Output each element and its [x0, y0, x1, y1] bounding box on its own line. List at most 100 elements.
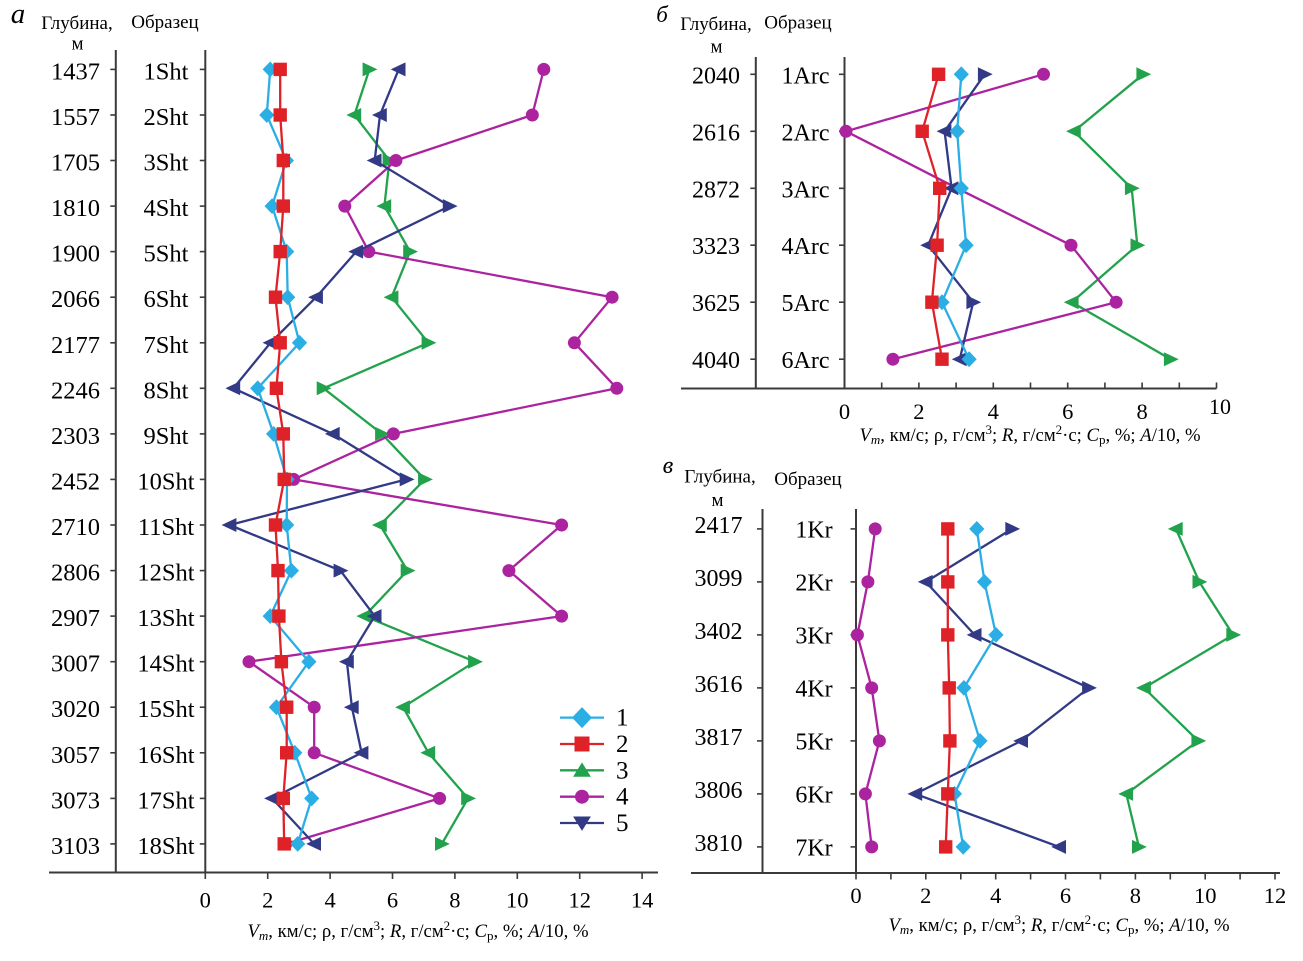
svg-text:3625: 3625 — [692, 291, 740, 317]
svg-text:1Arc: 1Arc — [782, 63, 830, 89]
svg-text:б: б — [656, 2, 669, 27]
svg-text:м: м — [710, 37, 722, 58]
svg-text:14Sht: 14Sht — [137, 651, 194, 678]
svg-text:4: 4 — [616, 784, 629, 811]
svg-text:6Arc: 6Arc — [782, 348, 830, 374]
svg-text:0: 0 — [839, 399, 850, 424]
svg-text:2616: 2616 — [692, 120, 740, 146]
svg-text:2: 2 — [616, 731, 629, 758]
svg-text:в: в — [663, 452, 674, 479]
svg-text:1810: 1810 — [51, 195, 100, 222]
svg-text:15Sht: 15Sht — [137, 696, 194, 723]
svg-text:2Kr: 2Kr — [795, 570, 832, 596]
svg-text:1: 1 — [616, 705, 629, 732]
svg-text:5Kr: 5Kr — [795, 729, 832, 755]
svg-text:Vm, км/с; ρ, г/см3; R, г/см2·с: Vm, км/с; ρ, г/см3; R, г/см2·с; Cр, %; A… — [859, 422, 1200, 447]
svg-text:2: 2 — [913, 399, 924, 424]
svg-text:7Sht: 7Sht — [144, 332, 189, 359]
svg-text:3: 3 — [616, 757, 629, 784]
svg-text:12: 12 — [1264, 883, 1287, 908]
svg-text:10: 10 — [1194, 883, 1217, 908]
svg-text:2: 2 — [920, 883, 931, 908]
svg-text:3817: 3817 — [695, 725, 743, 751]
svg-text:12Sht: 12Sht — [137, 560, 194, 587]
svg-text:6Kr: 6Kr — [795, 782, 832, 808]
svg-text:м: м — [711, 490, 723, 511]
svg-text:2806: 2806 — [51, 560, 100, 587]
svg-text:1705: 1705 — [51, 150, 100, 177]
svg-text:8Sht: 8Sht — [144, 377, 189, 404]
svg-text:2: 2 — [262, 888, 273, 913]
svg-text:3020: 3020 — [51, 696, 100, 723]
svg-text:3Sht: 3Sht — [144, 150, 189, 177]
svg-text:2040: 2040 — [692, 63, 740, 89]
svg-text:1437: 1437 — [51, 58, 100, 85]
svg-text:2Sht: 2Sht — [144, 104, 189, 131]
svg-text:Глубина,: Глубина, — [684, 467, 755, 488]
svg-text:8: 8 — [449, 888, 460, 913]
svg-text:10Sht: 10Sht — [137, 468, 194, 495]
svg-text:м: м — [71, 34, 83, 55]
svg-text:2Arc: 2Arc — [782, 120, 830, 146]
svg-text:2417: 2417 — [695, 513, 743, 539]
svg-text:8: 8 — [1130, 883, 1141, 908]
svg-text:3057: 3057 — [51, 742, 100, 769]
svg-text:5Sht: 5Sht — [144, 241, 189, 268]
svg-text:1900: 1900 — [51, 241, 100, 268]
svg-text:Образец: Образец — [774, 469, 841, 490]
svg-text:6: 6 — [1062, 399, 1073, 424]
svg-text:Глубина,: Глубина, — [680, 14, 751, 35]
svg-text:4Arc: 4Arc — [782, 234, 830, 260]
svg-text:3806: 3806 — [695, 778, 743, 804]
svg-text:3Kr: 3Kr — [795, 623, 832, 649]
svg-text:4: 4 — [988, 399, 999, 424]
svg-text:9Sht: 9Sht — [144, 423, 189, 450]
svg-text:Vm, км/с; ρ, г/см3; R, г/см2·с: Vm, км/с; ρ, г/см3; R, г/см2·с; Cр, %; A… — [888, 912, 1229, 937]
svg-text:14: 14 — [631, 888, 654, 913]
svg-text:8: 8 — [1136, 399, 1147, 424]
svg-text:7Kr: 7Kr — [795, 835, 832, 861]
svg-text:3073: 3073 — [51, 787, 100, 814]
svg-text:10: 10 — [506, 888, 529, 913]
svg-text:3Arc: 3Arc — [782, 177, 830, 203]
svg-text:0: 0 — [850, 883, 861, 908]
svg-text:1Sht: 1Sht — [144, 58, 189, 85]
svg-text:4Kr: 4Kr — [795, 676, 832, 702]
svg-text:3007: 3007 — [51, 651, 100, 678]
svg-text:3099: 3099 — [695, 566, 743, 592]
svg-text:4: 4 — [990, 883, 1001, 908]
svg-text:6: 6 — [1060, 883, 1071, 908]
svg-text:2246: 2246 — [51, 377, 100, 404]
svg-text:Образец: Образец — [131, 12, 198, 33]
svg-text:5: 5 — [616, 810, 629, 837]
svg-text:3103: 3103 — [51, 833, 100, 860]
svg-text:12: 12 — [568, 888, 591, 913]
svg-text:16Sht: 16Sht — [137, 742, 194, 769]
svg-text:1557: 1557 — [51, 104, 100, 131]
svg-text:13Sht: 13Sht — [137, 605, 194, 632]
svg-text:2907: 2907 — [51, 605, 100, 632]
svg-text:Vm, км/с; ρ, г/см3; R, г/см2·с: Vm, км/с; ρ, г/см3; R, г/см2·с; Cр, %; A… — [247, 918, 588, 943]
svg-text:11Sht: 11Sht — [138, 514, 194, 541]
svg-text:2872: 2872 — [692, 177, 740, 203]
svg-text:4Sht: 4Sht — [144, 195, 189, 222]
svg-text:10: 10 — [1209, 394, 1231, 419]
svg-text:2066: 2066 — [51, 286, 100, 313]
svg-text:а: а — [11, 0, 26, 30]
svg-text:Глубина,: Глубина, — [41, 13, 112, 34]
svg-text:3323: 3323 — [692, 234, 740, 260]
svg-text:18Sht: 18Sht — [137, 833, 194, 860]
svg-text:Образец: Образец — [764, 13, 831, 34]
svg-text:6Sht: 6Sht — [144, 286, 189, 313]
svg-text:1Kr: 1Kr — [795, 517, 832, 543]
svg-text:4040: 4040 — [692, 348, 740, 374]
svg-text:17Sht: 17Sht — [137, 787, 194, 814]
svg-text:4: 4 — [324, 888, 335, 913]
svg-text:3616: 3616 — [695, 672, 743, 698]
svg-text:2710: 2710 — [51, 514, 100, 541]
svg-text:2452: 2452 — [51, 468, 100, 495]
svg-text:3810: 3810 — [695, 831, 743, 857]
svg-text:2303: 2303 — [51, 423, 100, 450]
svg-text:0: 0 — [200, 888, 211, 913]
svg-text:3402: 3402 — [695, 619, 743, 645]
